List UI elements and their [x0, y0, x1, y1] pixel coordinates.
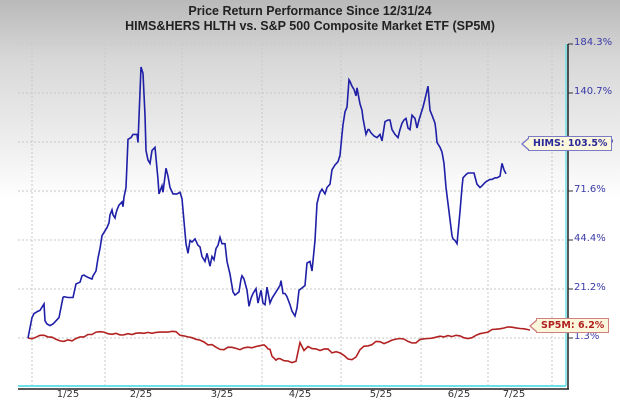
y-tick-label: 1.3% — [574, 331, 600, 342]
chart-subtitle: HIMS&HERS HLTH vs. S&P 500 Composite Mar… — [125, 19, 495, 33]
x-tick-label: 1/25 — [56, 389, 80, 400]
hims-series-line — [27, 66, 507, 339]
hims-end-label: HIMS: 103.5% — [528, 136, 613, 151]
y-tick-label: 140.7% — [574, 86, 613, 97]
x-tick-label: 3/25 — [210, 389, 234, 400]
x-tick-label: 6/25 — [447, 389, 471, 400]
x-tick-label: 7/25 — [502, 389, 526, 400]
axis-frame — [18, 43, 573, 390]
x-tick-label: 2/25 — [129, 389, 153, 400]
chart-title: Price Return Performance Since 12/31/24 — [188, 4, 432, 18]
x-tick-label: 4/25 — [288, 389, 312, 400]
y-tick-label: 184.3% — [574, 37, 613, 48]
x-tick-label: 5/25 — [369, 389, 393, 400]
y-tick-label: 21.2% — [574, 282, 606, 293]
sp5m-end-label: SP5M: 6.2% — [536, 318, 610, 333]
gridlines — [18, 43, 566, 388]
sp5m-series-line — [27, 326, 531, 364]
y-tick-label: 71.6% — [574, 184, 606, 195]
y-tick-label: 44.4% — [574, 233, 606, 244]
